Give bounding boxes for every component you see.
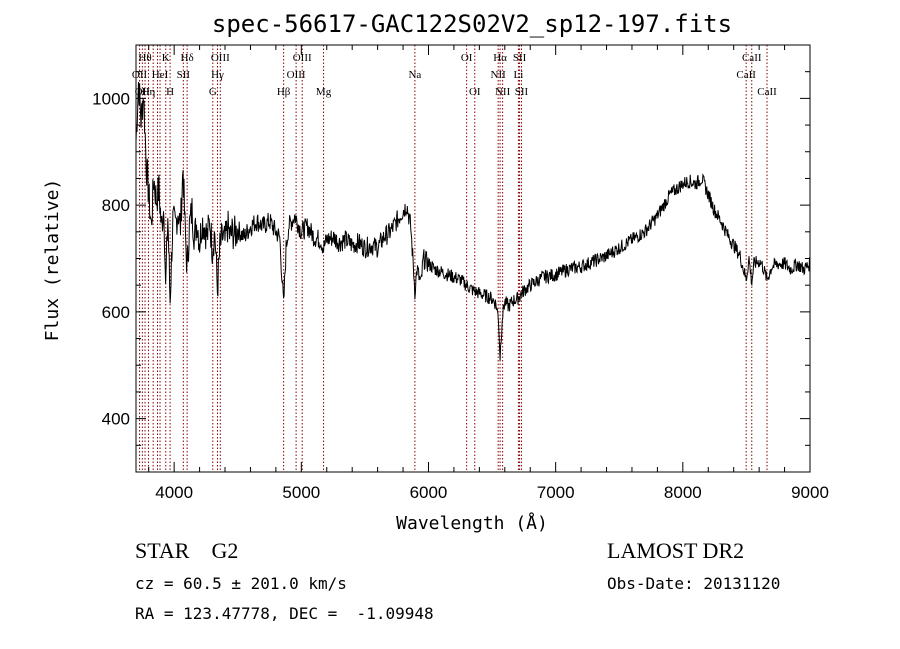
x-tick-label: 5000 bbox=[282, 483, 320, 502]
spectral-line-label: Hδ bbox=[181, 52, 194, 64]
spectral-line-label: SII bbox=[177, 69, 191, 81]
spectral-line-label: OI bbox=[461, 52, 473, 64]
observation-date: Obs-Date: 20131120 bbox=[607, 574, 781, 593]
survey-name: LAMOST DR2 bbox=[607, 538, 745, 563]
y-tick-label: 1000 bbox=[92, 89, 130, 108]
spectral-line-label: Hη bbox=[142, 86, 156, 98]
spectral-line-labels: Hθ K Hδ OIII OIII OI Hα SII CaII OII HeI SII Hγ OIII N… bbox=[132, 52, 777, 98]
spectral-line-label: CaII bbox=[757, 86, 777, 98]
spectral-line-label: Na bbox=[408, 69, 421, 81]
y-tick-label: 600 bbox=[102, 303, 130, 322]
x-tick-label: 7000 bbox=[537, 483, 575, 502]
y-axis-label: Flux (relative) bbox=[42, 179, 63, 342]
spectral-line-label: Li bbox=[514, 69, 524, 81]
spectrum-line bbox=[135, 82, 811, 361]
spectral-line-label: H bbox=[166, 86, 174, 98]
spectral-line-label: Hγ bbox=[211, 69, 224, 81]
redshift-velocity: cz = 60.5 ± 201.0 km/s bbox=[135, 574, 347, 593]
spectral-line-label: NII bbox=[491, 69, 507, 81]
chart-title: spec-56617-GAC122S02V2_sp12-197.fits bbox=[212, 10, 732, 38]
spectral-line-label: SII bbox=[515, 86, 529, 98]
x-tick-label: 4000 bbox=[155, 483, 193, 502]
spectral-line-label: G bbox=[209, 86, 217, 98]
y-tick-label: 800 bbox=[102, 196, 130, 215]
spectral-line-markers bbox=[139, 45, 768, 472]
spectral-line-label: Mg bbox=[316, 86, 332, 98]
spectral-line-label: OIII bbox=[287, 69, 306, 81]
spectral-line-label: CaII bbox=[736, 69, 756, 81]
spectral-line-label: OIII bbox=[211, 52, 230, 64]
coordinates: RA = 123.47778, DEC = -1.09948 bbox=[135, 604, 434, 623]
spectral-line-label: OIII bbox=[293, 52, 312, 64]
x-tick-label: 6000 bbox=[410, 483, 448, 502]
spectral-line-label: Hβ bbox=[277, 86, 291, 98]
spectral-line-label: NII bbox=[495, 86, 511, 98]
x-tick-label: 8000 bbox=[664, 483, 702, 502]
x-tick-label: 9000 bbox=[791, 483, 829, 502]
spectral-line-label: OII bbox=[132, 69, 148, 81]
spectral-line-label: K bbox=[162, 52, 170, 64]
spectral-line-label: HeI bbox=[152, 69, 169, 81]
spectral-type: STAR G2 bbox=[135, 538, 239, 563]
spectrum-series bbox=[135, 82, 811, 361]
spectral-line-label: CaII bbox=[742, 52, 762, 64]
axis-ticks: 4000 5000 6000 7000 8000 9000 400 600 800 1000 bbox=[92, 44, 829, 502]
plot-frame bbox=[135, 44, 811, 473]
y-tick-label: 400 bbox=[102, 410, 130, 429]
spectral-line-label: Hα bbox=[493, 52, 507, 64]
spectral-line-label: Hθ bbox=[138, 52, 151, 64]
spectral-line-label: OI bbox=[469, 86, 481, 98]
x-axis-label: Wavelength (Å) bbox=[396, 512, 548, 534]
spectral-line-label: SII bbox=[513, 52, 527, 64]
